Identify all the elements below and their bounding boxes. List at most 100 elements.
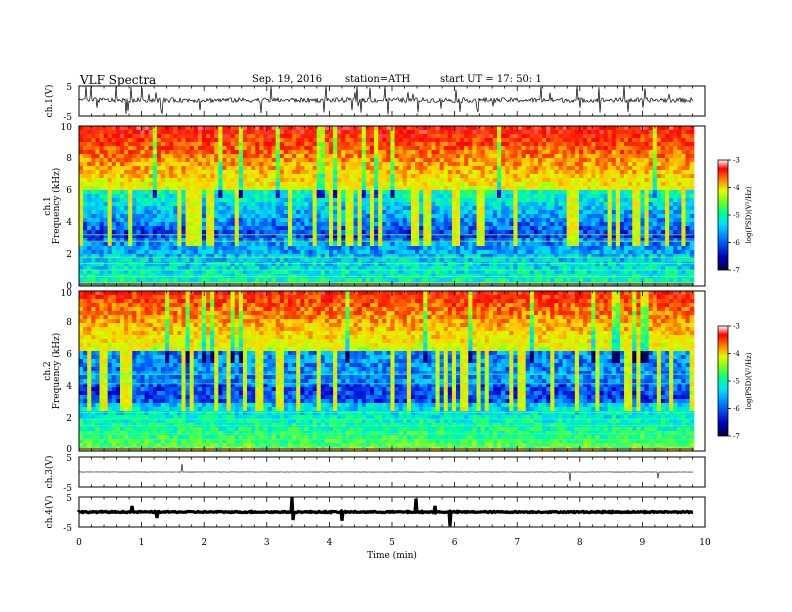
spectrogram-cell <box>132 250 137 255</box>
spectrogram-cell <box>537 186 543 191</box>
spectrogram-cell <box>468 166 474 171</box>
spectrogram-cell <box>447 246 453 251</box>
spectrogram-cell <box>83 182 88 187</box>
spectrogram-cell <box>443 270 449 275</box>
spectrogram-cell <box>501 246 506 251</box>
spectrogram-cell <box>111 126 117 131</box>
spectrogram-cell <box>279 250 285 255</box>
spectrogram-cell <box>144 206 150 211</box>
spectrogram-cell <box>275 250 281 255</box>
spectrogram-cell <box>275 154 281 159</box>
spectrogram-cell <box>349 186 355 191</box>
spectrogram-cell <box>402 250 408 255</box>
spectrogram-cell <box>349 190 355 195</box>
spectrogram-cell <box>288 234 293 239</box>
spectrogram-cell <box>144 190 150 195</box>
spectrogram-cell <box>312 206 318 211</box>
spectrogram-cell <box>427 138 433 143</box>
spectrogram-cell <box>374 198 379 203</box>
spectrogram-cell <box>488 194 494 199</box>
spectrogram-cell <box>292 158 297 163</box>
spectrogram-cell <box>103 206 109 211</box>
spectrogram-cell <box>501 214 506 219</box>
spectrogram-cell <box>230 150 236 155</box>
spectrogram-cell <box>410 222 416 227</box>
spectrogram-cell <box>238 170 244 175</box>
spectrogram-cell <box>525 126 531 131</box>
spectrogram-cell <box>226 250 232 255</box>
spectrogram-cell <box>574 202 580 207</box>
spectrogram-cell <box>464 242 469 247</box>
spectrogram-cell <box>374 238 379 243</box>
spectrogram-cell <box>558 166 564 171</box>
spectrogram-cell <box>132 206 137 211</box>
spectrogram-cell <box>152 258 158 263</box>
spectrogram-cell <box>374 226 379 231</box>
spectrogram-cell <box>521 206 527 211</box>
spectrogram-cell <box>415 150 420 155</box>
spectrogram-cell <box>357 238 363 243</box>
spectrogram-cell <box>247 258 252 263</box>
spectrogram-cell <box>333 218 338 223</box>
spectrogram-cell <box>345 166 351 171</box>
spectrogram-cell <box>95 138 101 143</box>
spectrogram-cell <box>189 146 195 151</box>
spectrogram-cell <box>558 250 564 255</box>
spectrogram-cell <box>513 198 519 203</box>
spectrogram-cell <box>558 218 564 223</box>
spectrogram-cell <box>574 178 580 183</box>
spectrogram-cell <box>140 142 146 147</box>
spectrogram-cell <box>537 198 543 203</box>
spectrogram-cell <box>222 190 228 195</box>
spectrogram-cell <box>460 214 465 219</box>
spectrogram-cell <box>423 262 428 267</box>
spectrogram-cell <box>328 126 334 131</box>
spectrogram-cell <box>107 266 113 271</box>
spectrogram-cell <box>386 250 392 255</box>
spectrogram-cell <box>259 278 265 283</box>
spectrogram-cell <box>345 126 351 131</box>
spectrogram-cell <box>148 246 154 251</box>
spectrogram-cell <box>173 250 178 255</box>
spectrogram-cell <box>456 142 461 147</box>
spectrogram-cell <box>283 242 289 247</box>
spectrogram-cell <box>160 134 166 139</box>
spectrogram-cell <box>554 162 560 167</box>
spectrogram-cell <box>439 170 445 175</box>
spectrogram-cell <box>185 238 191 243</box>
spectrogram-cell <box>267 222 273 227</box>
spectrogram-cell <box>517 226 523 231</box>
spectrogram-cell <box>119 182 125 187</box>
spectrogram-cell <box>185 226 191 231</box>
spectrogram-cell <box>369 166 375 171</box>
spectrogram-cell <box>402 126 408 131</box>
spectrogram-cell <box>263 226 269 231</box>
spectrogram-cell <box>288 254 293 259</box>
spectrogram-cell <box>201 146 207 151</box>
spectrogram-cell <box>95 178 101 183</box>
spectrogram-cell <box>488 230 494 235</box>
spectrogram-cell <box>439 174 445 179</box>
spectrogram-cell <box>365 226 371 231</box>
spectrogram-cell <box>476 230 482 235</box>
spectrogram-cell <box>119 266 125 271</box>
spectrogram-cell <box>226 130 232 135</box>
spectrogram-cell <box>222 194 228 199</box>
spectrogram-cell <box>328 146 334 151</box>
spectrogram-cell <box>140 242 146 247</box>
spectrogram-cell <box>132 138 137 143</box>
spectrogram-cell <box>529 206 535 211</box>
spectrogram-cell <box>333 262 338 267</box>
spectrogram-cell <box>181 270 187 275</box>
ch1-ytick-bottom: -5 <box>63 113 72 123</box>
spectrogram-cell <box>574 270 580 275</box>
spectrogram-cell <box>128 138 133 143</box>
spectrogram-cell <box>218 154 224 159</box>
spectrogram-cell <box>488 234 494 239</box>
spectrogram-cell <box>300 222 306 227</box>
spectrogram-cell <box>132 186 137 191</box>
spectrogram-cell <box>128 238 133 243</box>
spectrogram-cell <box>460 178 465 183</box>
spectrogram-cell <box>197 198 203 203</box>
spectrogram-cell <box>435 230 441 235</box>
